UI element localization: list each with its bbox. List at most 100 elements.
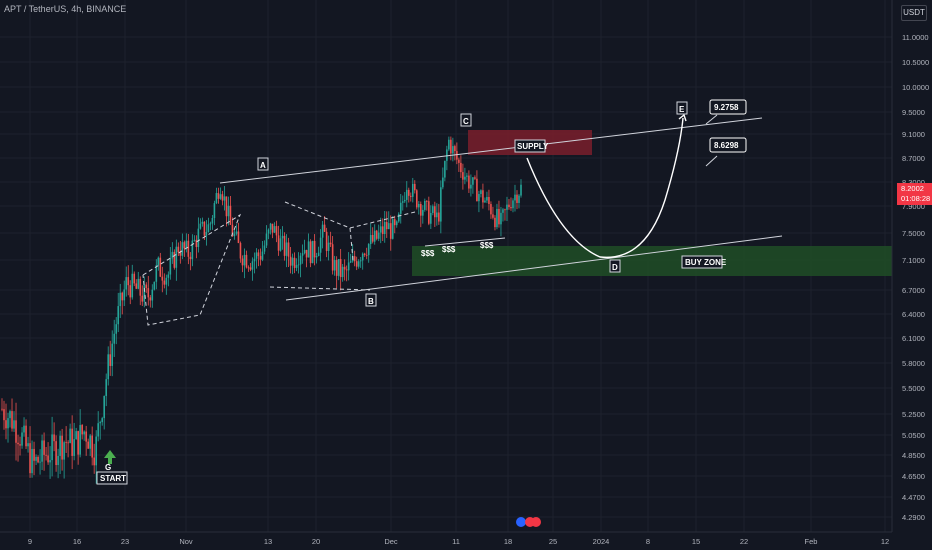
candle-body: [61, 435, 63, 460]
candle-body: [161, 276, 164, 281]
candle-body: [51, 434, 53, 461]
candle-body: [85, 431, 87, 442]
candle-body: [223, 196, 226, 201]
candle-body: [95, 436, 97, 466]
liquidity-line: [424, 237, 506, 247]
candle-body: [458, 159, 460, 163]
candle-body: [215, 193, 218, 204]
candle-body: [367, 244, 370, 256]
candle-body: [45, 454, 47, 456]
events-icon[interactable]: [516, 517, 541, 527]
candle-body: [189, 256, 192, 260]
candle-body: [315, 255, 318, 258]
candle-body: [251, 261, 254, 270]
candle-body: [201, 221, 204, 224]
candle-body: [341, 266, 344, 278]
projection-arrowhead: [678, 113, 687, 122]
candle-body: [179, 252, 182, 256]
candle-body: [454, 146, 456, 152]
candle-body: [151, 289, 154, 301]
candle-body: [411, 183, 414, 197]
candle-body: [219, 194, 222, 199]
candle-body: [478, 193, 480, 202]
candle-body: [177, 246, 180, 253]
candle-body: [259, 256, 262, 260]
candle-body: [107, 354, 110, 380]
candle-body: [81, 425, 83, 435]
candle-body: [472, 177, 474, 185]
time-tick-label: 23: [121, 537, 129, 546]
candle-body: [101, 418, 103, 423]
liquidity-label-2: $$$: [442, 245, 456, 254]
candle-body: [207, 224, 210, 232]
svg-text:D: D: [612, 263, 618, 272]
candle-body: [337, 259, 340, 276]
candle-body: [420, 203, 422, 216]
price-tick-label: 11.0000: [902, 33, 929, 42]
candle-body: [79, 425, 81, 455]
time-axis[interactable]: 9 16 23 Nov 13 20 Dec 11 18 25 2024 8 15 22 Feb 12: [0, 531, 892, 546]
candle-body: [93, 457, 95, 466]
candle-body: [329, 242, 332, 245]
candle-body: [448, 139, 450, 150]
candle-body: [263, 245, 266, 252]
candle-body: [389, 223, 392, 239]
time-tick-label: 9: [28, 537, 32, 546]
candle-body: [75, 431, 77, 440]
candle-body: [125, 277, 128, 290]
candle-body: [317, 252, 320, 256]
candle-body: [211, 217, 214, 224]
candle-body: [395, 221, 398, 226]
candle-body: [145, 284, 148, 289]
candle-body: [57, 455, 59, 466]
candle-body: [29, 443, 31, 474]
candle-body: [325, 231, 328, 251]
candle-body: [319, 237, 322, 253]
currency-button[interactable]: USDT: [901, 5, 927, 21]
candle-body: [225, 196, 228, 217]
price-axis[interactable]: 11.0000 10.5000 10.0000 9.5000 9.1000 8.7000 8…: [891, 0, 932, 532]
candle-body: [444, 160, 446, 178]
candle-body: [339, 259, 342, 278]
candle-body: [482, 190, 484, 203]
candle-body: [508, 204, 510, 208]
candle-body: [43, 440, 45, 455]
candle-body: [167, 274, 170, 278]
candle-body: [450, 139, 452, 154]
candle-body: [273, 226, 276, 233]
wave-label-b: B: [365, 293, 377, 307]
price-tick-label: 9.1000: [902, 130, 925, 139]
candle-body: [297, 264, 300, 266]
time-tick-label: Dec: [384, 537, 398, 546]
candle-body: [1, 408, 3, 410]
candle-body: [213, 203, 216, 218]
candle-body: [434, 206, 436, 218]
price-tick-label: 7.5000: [902, 229, 925, 238]
candle-body: [73, 439, 75, 456]
svg-text:E: E: [679, 105, 685, 114]
candle-body: [281, 235, 284, 239]
time-tick-label: 25: [549, 537, 557, 546]
candle-body: [307, 241, 310, 258]
candle-body: [19, 444, 21, 446]
candle-body: [452, 146, 454, 154]
candle-body: [183, 242, 186, 249]
candle-body: [147, 288, 150, 298]
candle-body: [299, 255, 302, 265]
svg-text:G: G: [105, 463, 111, 472]
svg-text:C: C: [463, 117, 469, 126]
candle-body: [426, 200, 428, 202]
candle-body: [413, 183, 416, 191]
candle-body: [91, 435, 93, 458]
price-tick-label: 5.5000: [902, 384, 925, 393]
price-tick-label: 4.6500: [902, 472, 925, 481]
candle-body: [129, 285, 132, 298]
candle-body: [504, 209, 506, 211]
candle-body: [460, 162, 462, 173]
candle-body: [23, 425, 25, 433]
candle-body: [65, 442, 67, 444]
supply-label: SUPPLY: [514, 139, 549, 153]
liquidity-label-3: $$$: [480, 241, 494, 250]
